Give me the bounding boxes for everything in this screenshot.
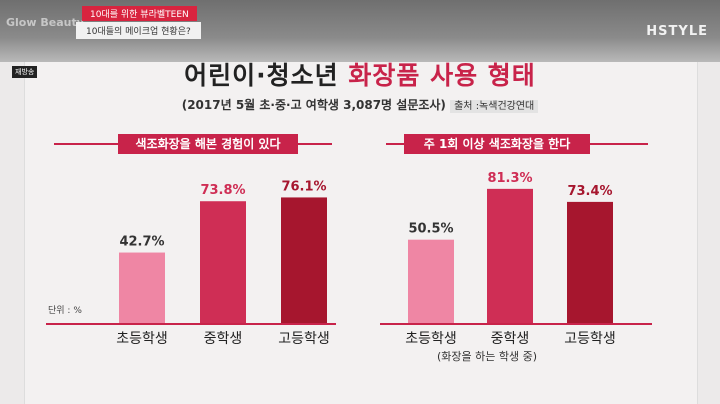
category-label-1-2: 고등학생 [564,331,616,347]
program-logo: Glow Beauty [6,16,84,29]
bar-1-0 [408,239,454,323]
left-chart-title: 색조화장을 해본 경험이 있다 [118,134,298,154]
category-label-1-0: 초등학생 [405,331,457,347]
title-part1: 어린이·청소년 [184,61,339,90]
right-baseline [380,323,652,325]
bar-1-1 [487,188,533,323]
caption-topic: 10대들의 메이크업 현황은? [76,22,201,39]
unit-note: 단위 : % [48,306,82,316]
channel-logo: HSTYLE [646,24,708,39]
footnote: (화장을 하는 학생 중) [437,350,538,363]
title-highlight: 화장품 사용 형태 [348,61,536,90]
category-label-0-1: 중학생 [204,331,243,347]
data-label-1-1: 81.3% [487,171,532,186]
data-label-1-2: 73.4% [567,184,612,199]
category-label-1-1: 중학생 [491,331,530,347]
bar-1-2 [567,201,613,323]
bar-0-0 [119,252,165,323]
survey-info: (2017년 5월 초·중·고 여학생 3,087명 설문조사) [181,98,446,112]
right-chart-title: 주 1회 이상 색조화장을 한다 [404,134,590,154]
left-baseline [46,323,336,325]
page-title: 어린이·청소년 화장품 사용 형태 [0,56,720,92]
data-label-0-1: 73.8% [200,183,245,198]
data-label-1-0: 50.5% [408,222,453,237]
category-label-0-2: 고등학생 [278,331,330,347]
caption-segment: 10대를 위한 뷰라벨TEEN [82,6,197,21]
rebroadcast-badge: 재방송 [12,66,38,78]
survey-subtitle: (2017년 5월 초·중·고 여학생 3,087명 설문조사) 출처 :녹색건… [0,96,720,113]
category-label-0-0: 초등학생 [116,331,168,347]
data-label-0-0: 42.7% [119,235,164,250]
bar-0-1 [200,201,246,323]
source-tag: 출처 :녹색건강연대 [450,100,539,113]
bar-0-2 [281,197,327,323]
data-label-0-2: 76.1% [281,179,326,194]
